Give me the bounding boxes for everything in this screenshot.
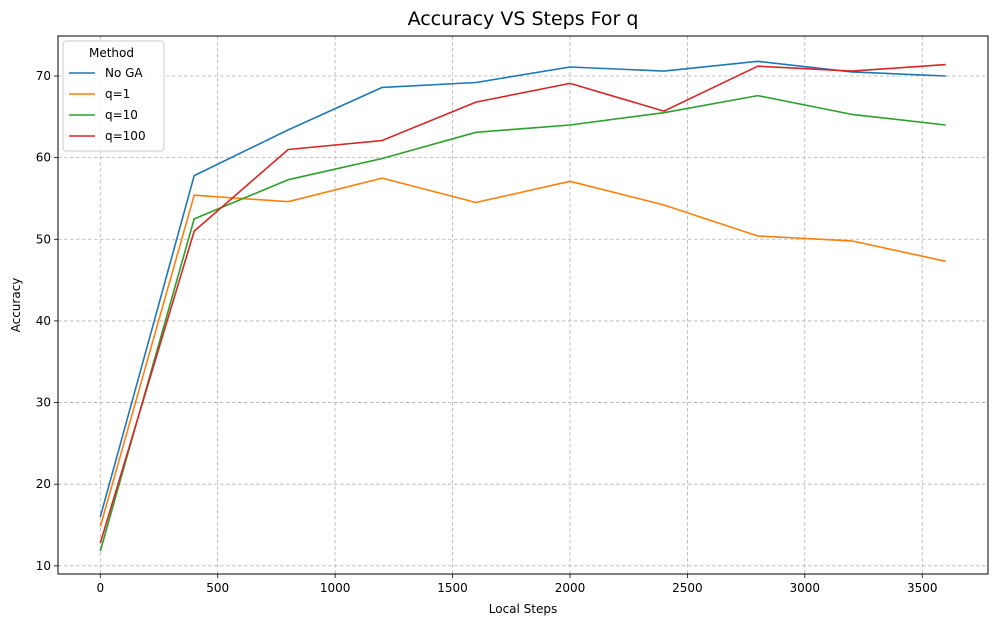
x-tick-label: 2000 [555,581,586,595]
legend-title: Method [89,46,134,60]
x-tick-label: 3500 [907,581,938,595]
y-axis-label: Accuracy [9,278,23,333]
grid [58,36,988,574]
y-tick-label: 70 [36,69,51,83]
y-tick-label: 20 [36,477,51,491]
legend-entry-0: No GA [105,66,143,80]
x-tick-label: 1500 [437,581,468,595]
y-tick-label: 60 [36,151,51,165]
series-line-1 [99,177,946,527]
y-tick-label: 40 [36,314,51,328]
legend-entry-1: q=1 [105,87,130,101]
series-lines [99,60,946,552]
y-tick-label: 30 [36,396,51,410]
legend-entry-2: q=10 [105,108,138,122]
chart-title: Accuracy VS Steps For q [408,8,639,30]
legend-entry-3: q=100 [105,129,146,143]
x-tick-label: 3000 [790,581,821,595]
series-line-3 [99,63,946,544]
x-axis-label: Local Steps [489,602,558,616]
plot-frame [57,35,989,575]
x-tick-label: 2500 [672,581,703,595]
x-tick-label: 0 [96,581,104,595]
series-line-2 [99,94,946,552]
series-line-0 [99,60,946,518]
x-tick-label: 1000 [320,581,351,595]
legend: Method No GA q=1 q=10 q=100 [62,40,165,152]
legend-box [62,40,165,152]
y-tick-label: 50 [36,232,51,246]
x-tick-label: 500 [206,581,229,595]
axis-ticks: 0 500 1000 1500 2000 2500 3000 3500 10 20 30 40 50 60… [36,69,938,595]
y-tick-label: 10 [36,559,51,573]
